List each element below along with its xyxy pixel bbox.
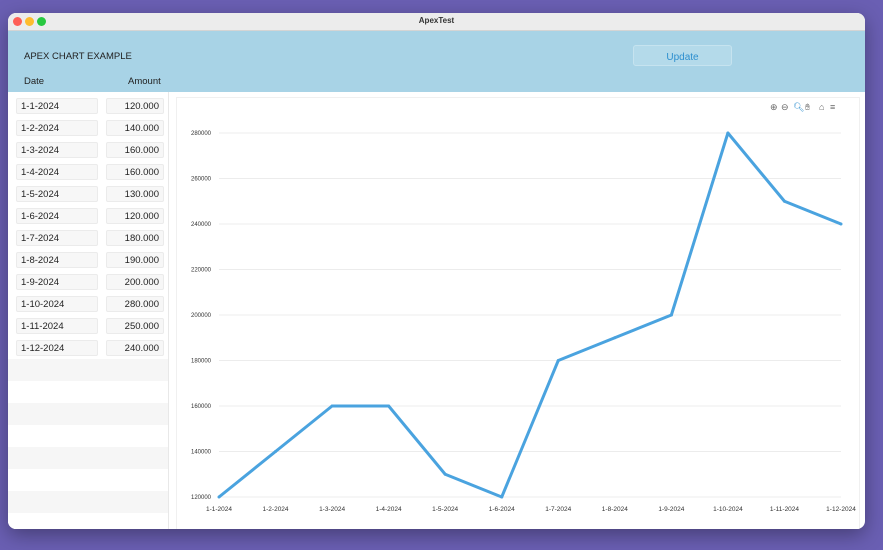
data-point[interactable] [556,359,560,362]
amount-cell[interactable]: 180.000 [106,230,164,246]
x-tick-label: 1-12-2024 [826,506,856,513]
zoom-in-icon[interactable]: ⊕ [770,102,778,112]
data-table: 1-1-2024 120.000 1-2-2024 140.000 1-3-2024 16… [8,92,169,529]
x-tick-label: 1-5-2024 [432,506,458,513]
table-row[interactable]: 1-1-2024 120.000 [8,95,168,117]
home-icon[interactable]: ⌂ [819,102,825,112]
table-row[interactable]: 1-9-2024 200.000 [8,271,168,293]
table-row[interactable]: 1-2-2024 140.000 [8,117,168,139]
maximize-window-button[interactable] [37,17,46,26]
y-tick-label: 160000 [191,404,212,410]
data-point[interactable] [500,495,504,499]
title-bar: ApexTest [8,13,865,31]
date-cell[interactable]: 1-11-2024 [16,318,98,334]
date-cell[interactable]: 1-4-2024 [16,164,98,180]
date-cell[interactable]: 1-3-2024 [16,142,98,158]
table-row[interactable]: 1-11-2024 250.000 [8,315,168,337]
amount-cell[interactable]: 160.000 [106,164,164,180]
data-point[interactable] [839,222,843,226]
minimize-window-button[interactable] [25,17,34,26]
x-tick-label: 1-6-2024 [489,506,515,513]
amount-column-header: Amount [128,76,161,87]
table-row[interactable]: 1-6-2024 120.000 [8,205,168,227]
amount-cell[interactable]: 200.000 [106,274,164,290]
x-tick-label: 1-10-2024 [713,506,743,513]
x-tick-label: 1-8-2024 [602,506,628,513]
pan-hand-icon[interactable]: ✋︎ [805,102,811,112]
zoom-out-icon[interactable]: ⊖ [781,102,789,112]
amount-cell[interactable]: 160.000 [106,142,164,158]
date-cell[interactable]: 1-9-2024 [16,274,98,290]
amount-cell[interactable]: 240.000 [106,340,164,356]
empty-row [8,447,168,469]
data-point[interactable] [726,131,730,135]
amount-cell[interactable]: 280.000 [106,296,164,312]
x-tick-label: 1-2-2024 [263,506,289,513]
series-line[interactable] [218,131,842,499]
amount-cell[interactable]: 120.000 [106,98,164,114]
x-tick-label: 1-1-2024 [206,506,232,513]
table-row[interactable]: 1-5-2024 130.000 [8,183,168,205]
y-tick-label: 140000 [191,450,212,456]
date-cell[interactable]: 1-7-2024 [16,230,98,246]
empty-row [8,425,168,447]
empty-row [8,359,168,381]
date-column-header: Date [24,76,45,87]
table-row[interactable]: 1-10-2024 280.000 [8,293,168,315]
close-window-button[interactable] [13,17,22,26]
x-tick-label: 1-3-2024 [319,506,345,513]
chart-panel: 120000 140000 160000 180000 200000 220000 2400… [176,97,860,529]
y-tick-label: 180000 [191,359,212,365]
date-cell[interactable]: 1-5-2024 [16,186,98,202]
empty-row [8,403,168,425]
empty-row [8,491,168,513]
y-tick-label: 280000 [191,131,212,137]
amount-cell[interactable]: 130.000 [106,186,164,202]
window-title: ApexTest [418,16,455,25]
data-point[interactable] [217,495,221,499]
header-bar: APEX CHART EXAMPLE Update Date Amount [8,31,865,92]
empty-row [8,381,168,403]
app-window: ApexTest APEX CHART EXAMPLE Update Date … [8,13,865,529]
amount-cell[interactable]: 140.000 [106,120,164,136]
amount-cell[interactable]: 120.000 [106,208,164,224]
x-tick-label: 1-9-2024 [658,506,684,513]
app-title: APEX CHART EXAMPLE [24,51,132,62]
update-button[interactable]: Update [633,45,732,66]
y-tick-label: 120000 [191,495,212,501]
data-point[interactable] [387,404,391,408]
y-tick-label: 240000 [191,222,212,228]
date-cell[interactable]: 1-12-2024 [16,340,98,356]
empty-row [8,469,168,491]
amount-cell[interactable]: 250.000 [106,318,164,334]
data-point[interactable] [669,313,673,317]
table-row[interactable]: 1-7-2024 180.000 [8,227,168,249]
empty-row [8,513,168,529]
data-point[interactable] [613,336,617,340]
date-cell[interactable]: 1-1-2024 [16,98,98,114]
y-tick-label: 200000 [191,313,212,319]
date-cell[interactable]: 1-8-2024 [16,252,98,268]
y-tick-label: 220000 [191,268,212,274]
line-chart: 120000 140000 160000 180000 200000 220000 2400… [191,131,856,513]
table-row[interactable]: 1-4-2024 160.000 [8,161,168,183]
x-tick-label: 1-7-2024 [545,506,571,513]
magnifier-icon[interactable]: 🔍︎ [793,102,805,112]
x-tick-label: 1-11-2024 [770,506,800,513]
data-point[interactable] [330,404,334,408]
date-cell[interactable]: 1-6-2024 [16,208,98,224]
table-row[interactable]: 1-12-2024 240.000 [8,337,168,359]
menu-icon[interactable]: ≡ [830,102,836,112]
data-point[interactable] [782,199,786,203]
date-cell[interactable]: 1-10-2024 [16,296,98,312]
y-tick-label: 260000 [191,177,212,183]
data-point[interactable] [443,472,447,476]
date-cell[interactable]: 1-2-2024 [16,120,98,136]
data-point[interactable] [274,450,278,453]
amount-cell[interactable]: 190.000 [106,252,164,268]
table-row[interactable]: 1-3-2024 160.000 [8,139,168,161]
table-row[interactable]: 1-8-2024 190.000 [8,249,168,271]
x-tick-label: 1-4-2024 [376,506,402,513]
